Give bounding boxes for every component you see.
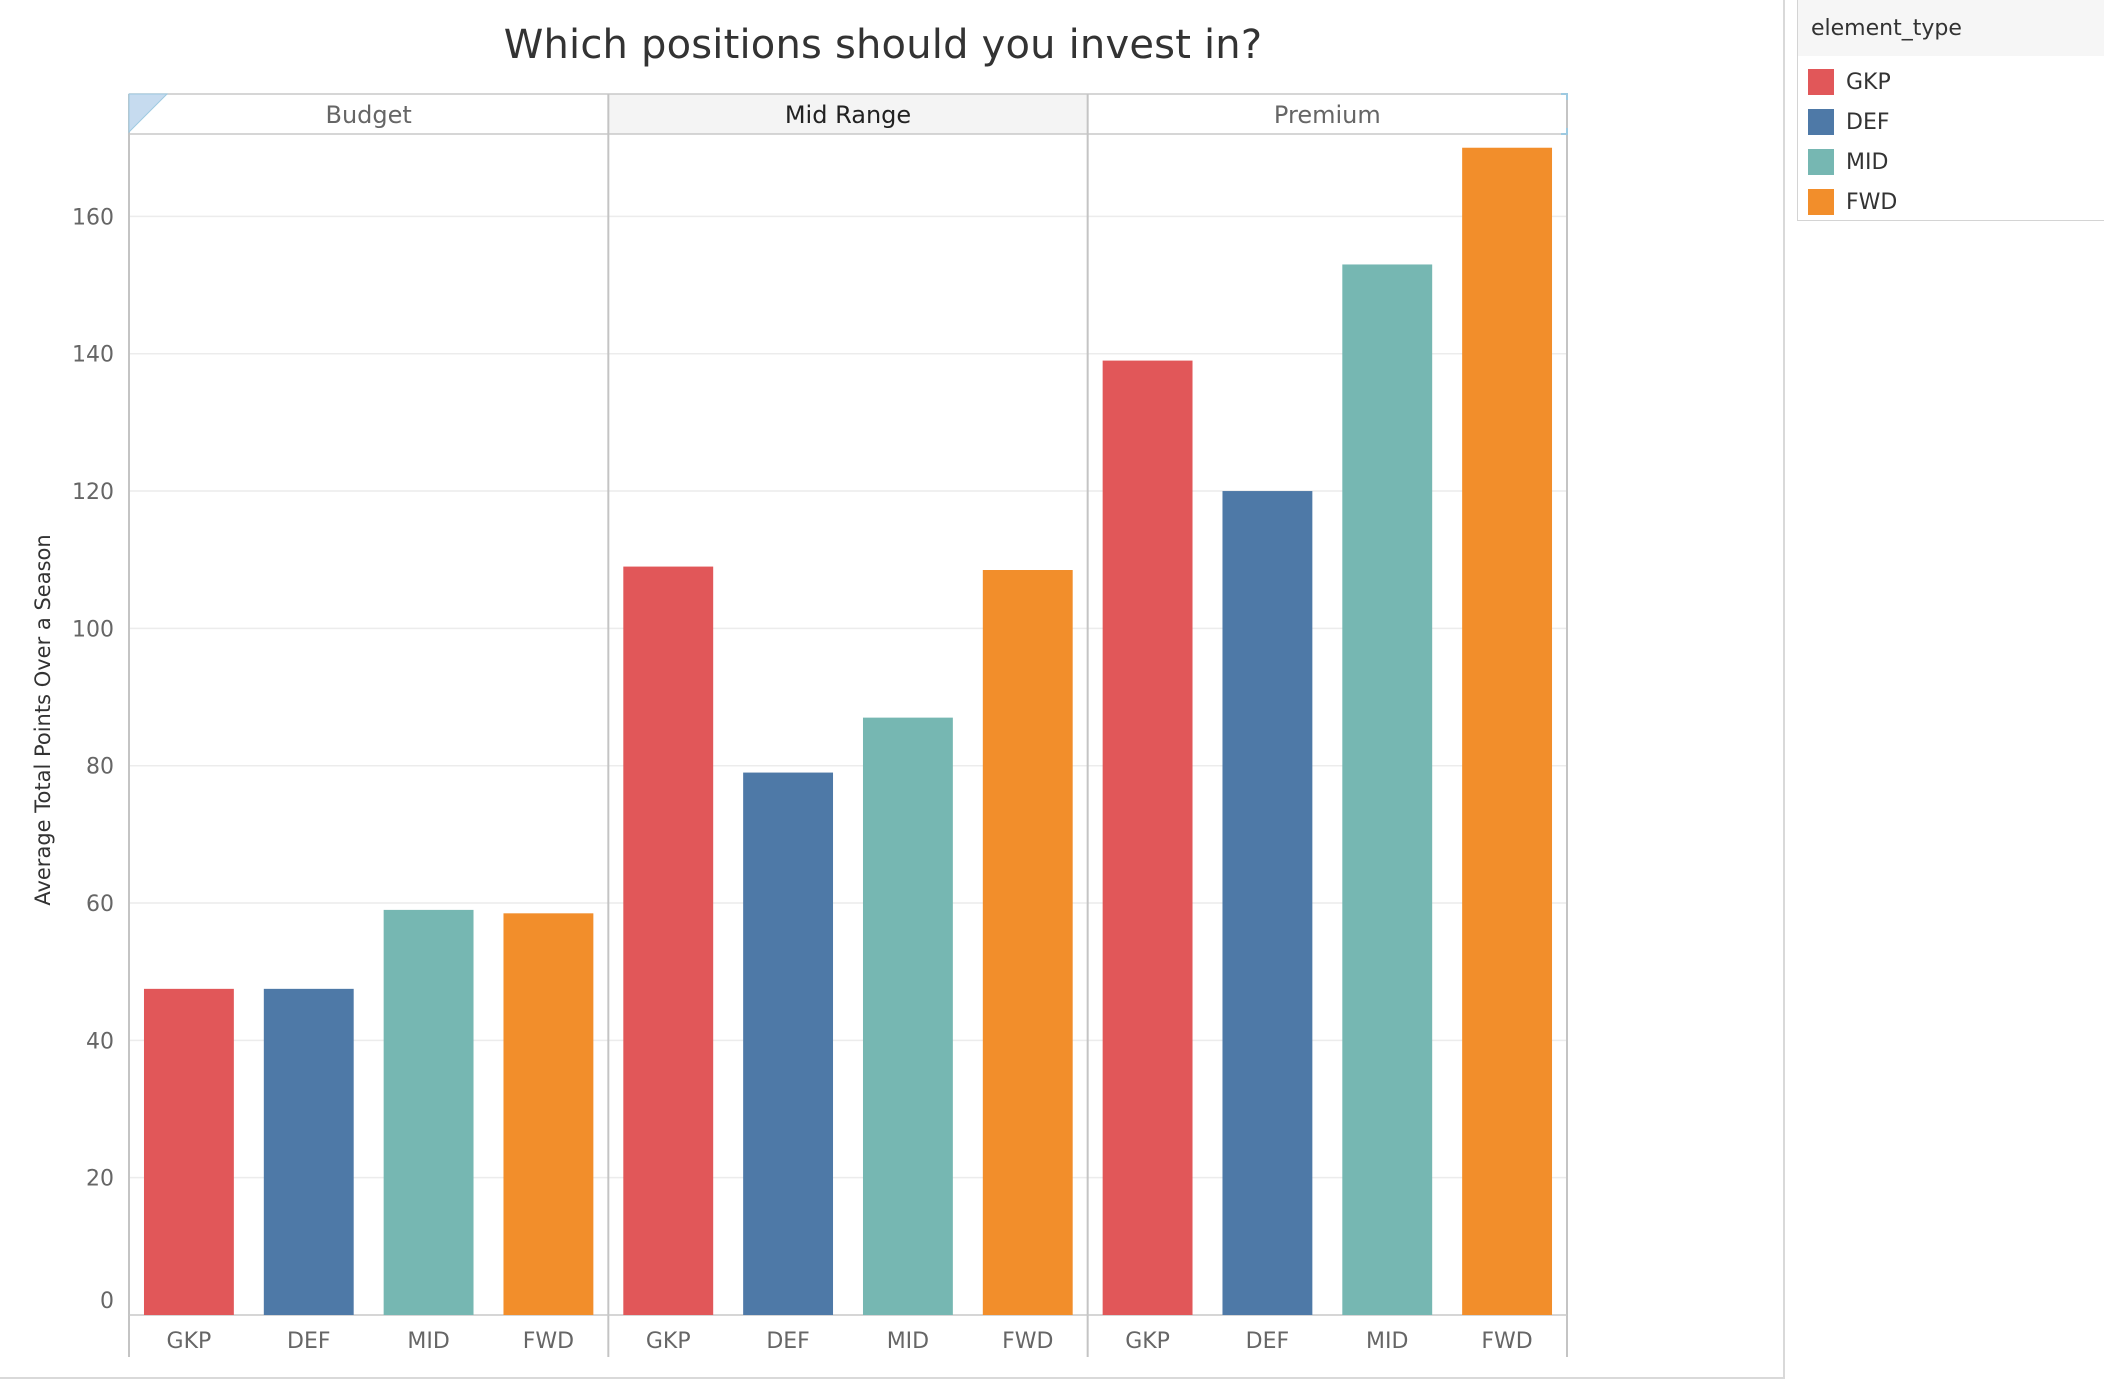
panel-header-budget: Budget [326,101,412,129]
legend-swatch [1808,69,1834,95]
corner-marker-icon [128,93,169,134]
bar-premium-gkp[interactable] [1102,360,1193,1315]
panel-header-mid-range: Mid Range [785,101,911,129]
x-tick-label: GKP [646,1329,691,1354]
resize-handle-bottom-icon[interactable] [1561,128,1568,135]
legend-swatch [1808,189,1834,215]
y-tick-label: 20 [86,1167,114,1192]
legend-label: DEF [1846,109,1890,135]
legend-swatch [1808,109,1834,135]
bar-premium-mid[interactable] [1342,264,1433,1316]
legend-title: element_type [1798,0,2104,56]
x-tick-label: FWD [523,1329,574,1354]
y-tick-label: 80 [86,755,114,780]
bar-mid-range-mid[interactable] [862,717,953,1315]
x-tick-label: FWD [1002,1329,1053,1354]
legend-item-def[interactable]: DEF [1798,102,2104,142]
y-tick-label: 40 [86,1029,114,1054]
x-tick-label: MID [407,1329,449,1354]
legend-swatch [1808,149,1834,175]
legend-item-gkp[interactable]: GKP [1798,62,2104,102]
viz-pane: Which positions should you invest in? Av… [0,0,1785,1379]
panel-header-bg [1087,94,1567,134]
x-tick-label: DEF [287,1329,331,1354]
resize-handle-top-icon[interactable] [1561,93,1568,100]
bar-mid-range-def[interactable] [743,772,834,1315]
y-tick-label: 0 [100,1289,114,1314]
y-tick-label: 120 [72,480,114,505]
legend-item-mid[interactable]: MID [1798,142,2104,182]
bar-chart: Budget Mid Range Premium 0 20 40 60 80 100 120 140… [72,93,1568,1357]
bar-budget-def[interactable] [263,988,354,1315]
y-tick-label: 140 [72,343,114,368]
color-legend: element_type GKP DEF MID FWD [1797,0,2104,221]
bar-premium-fwd[interactable] [1462,147,1553,1316]
y-tick-label: 160 [72,205,114,230]
legend-label: MID [1846,149,1889,175]
x-tick-label: GKP [167,1329,212,1354]
bar-premium-def[interactable] [1222,491,1313,1315]
legend-list: GKP DEF MID FWD [1798,56,2104,222]
legend-label: GKP [1846,69,1891,95]
legend-item-fwd[interactable]: FWD [1798,182,2104,222]
x-tick-label: MID [1366,1329,1408,1354]
bar-budget-fwd[interactable] [503,913,594,1315]
x-tick-label: FWD [1481,1329,1532,1354]
panel-header-bg [129,94,609,134]
x-tick-label: MID [887,1329,929,1354]
legend-label: FWD [1846,189,1898,215]
x-tick-label: DEF [766,1329,810,1354]
bar-mid-range-fwd[interactable] [982,570,1073,1315]
x-tick-label: GKP [1125,1329,1170,1354]
bar-budget-gkp[interactable] [143,988,234,1315]
y-tick-label: 100 [72,617,114,642]
panel-header-bg [608,94,1088,134]
y-tick-label: 60 [86,892,114,917]
x-tick-label: DEF [1246,1329,1290,1354]
bar-budget-mid[interactable] [383,909,474,1315]
panel-header-premium: Premium [1274,101,1381,129]
chart-title: Which positions should you invest in? [503,22,1263,68]
bar-mid-range-gkp[interactable] [623,566,714,1315]
